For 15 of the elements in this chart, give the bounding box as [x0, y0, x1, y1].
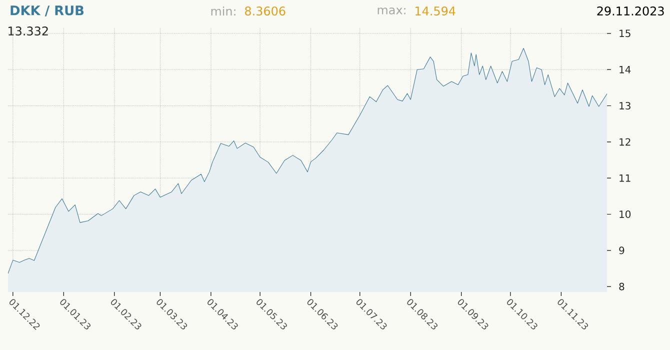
y-tick-label: 15 [620, 30, 630, 38]
y-tick-label: 11 [620, 174, 630, 182]
text: 14.594 [416, 6, 456, 16]
y-tick-label: 12 [620, 138, 630, 146]
text: min: [211, 6, 236, 16]
y-tick-label: 8 [619, 282, 624, 290]
text: 8.3606 [245, 6, 286, 16]
y-tick-label: 10 [620, 210, 631, 218]
y-tick-label: 13 [620, 102, 630, 110]
y-tick-label: 9 [619, 246, 624, 254]
y-tick-label: 14 [620, 66, 631, 74]
text: 29.11.2023 [597, 6, 664, 16]
annotation: 13.332 [8, 26, 48, 36]
text: max: [378, 8, 406, 14]
chart-title: DKK / RUB [10, 6, 84, 16]
